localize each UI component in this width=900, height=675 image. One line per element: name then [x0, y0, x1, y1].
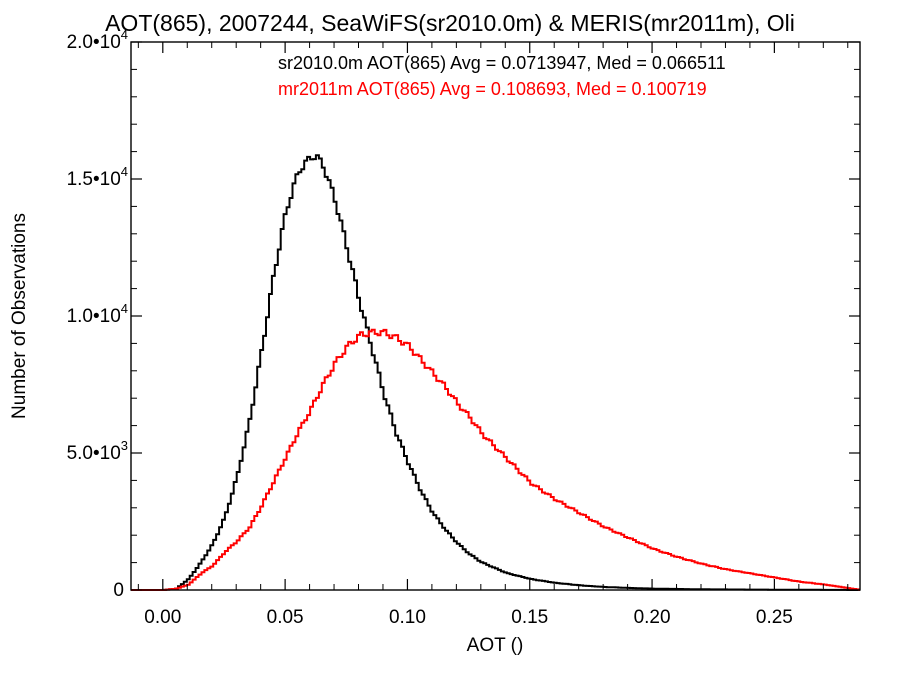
axis-ticks: [131, 41, 860, 591]
legend-entry-mr2011: mr2011m AOT(865) Avg = 0.108693, Med = 0…: [278, 79, 707, 99]
chart-title: AOT(865), 2007244, SeaWiFS(sr2010.0m) & …: [105, 10, 795, 36]
x-tick-label: 0.20: [634, 607, 671, 628]
y-tick-label: 0: [113, 580, 124, 601]
y-tick-label: 1.0•104: [67, 301, 128, 327]
x-axis-title: AOT (): [467, 635, 524, 656]
x-tick-label: 0.10: [389, 607, 426, 628]
series-line-sr2010.0m: [131, 154, 860, 591]
tick-labels: 0.00 0.05 0.10 0.15 0.20 0.25 0 5.0•103 1.0•104 1…: [67, 27, 793, 628]
plot-lines: [131, 154, 860, 591]
plot-frame: [130, 41, 861, 591]
y-tick-label: 2.0•104: [67, 27, 128, 53]
y-tick-label: 5.0•103: [67, 438, 128, 464]
x-tick-label: 0.00: [144, 607, 181, 628]
x-tick-label: 0.25: [756, 607, 793, 628]
y-axis-title: Number of Observations: [9, 213, 30, 419]
y-tick-label: 1.5•104: [67, 164, 128, 190]
legend-entry-sr2010: sr2010.0m AOT(865) Avg = 0.0713947, Med …: [278, 53, 726, 73]
x-tick-label: 0.15: [511, 607, 548, 628]
x-tick-label: 0.05: [267, 607, 304, 628]
series-line-mr2011m: [131, 328, 860, 591]
